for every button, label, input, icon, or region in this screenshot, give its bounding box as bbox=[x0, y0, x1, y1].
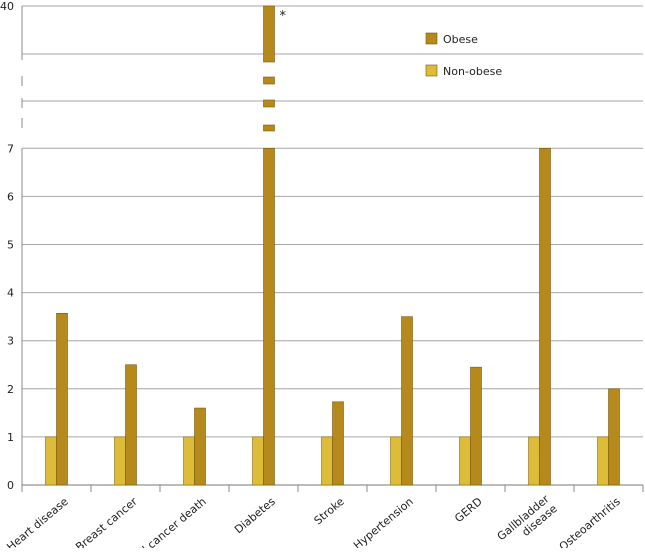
bar-obese bbox=[401, 316, 413, 486]
x-tick-label: Diabetes bbox=[232, 495, 278, 537]
legend-swatch bbox=[425, 32, 438, 45]
x-tick-label: GERD bbox=[452, 495, 485, 525]
bar-non-obese bbox=[459, 436, 471, 486]
bar-layer bbox=[45, 5, 620, 486]
bar-obese-break-segment bbox=[263, 124, 275, 132]
x-tick-label-line: Heart disease bbox=[4, 495, 71, 548]
y-tick-label: 7 bbox=[7, 142, 14, 155]
bar-obese bbox=[125, 364, 137, 486]
legend-swatch bbox=[425, 64, 438, 77]
x-tick-label-line: Hypertension bbox=[351, 495, 416, 548]
bar-obese bbox=[470, 366, 482, 486]
x-tick-label-line: All cancer death bbox=[132, 495, 209, 548]
bar-obese bbox=[608, 388, 620, 486]
y-tick-label: 4 bbox=[7, 287, 14, 300]
bar-non-obese bbox=[252, 436, 264, 486]
bar-non-obese bbox=[321, 436, 333, 486]
x-tick-label-line: Breast cancer bbox=[73, 495, 140, 548]
bar-obese bbox=[332, 401, 344, 486]
y-tick-label: 5 bbox=[7, 239, 14, 252]
bar-non-obese bbox=[114, 436, 126, 486]
x-tick-label: Osteoarthritis bbox=[557, 495, 623, 548]
bar-non-obese bbox=[183, 436, 195, 486]
legend-label: Non-obese bbox=[443, 65, 502, 78]
y-tick-label: 6 bbox=[7, 190, 14, 203]
x-tick-label: Hypertension bbox=[351, 495, 416, 548]
legend: Obese Non-obese bbox=[425, 32, 502, 78]
bar-obese bbox=[263, 148, 275, 486]
x-tick-label-line: Diabetes bbox=[232, 495, 278, 537]
x-tick-label: All cancer death bbox=[132, 495, 209, 548]
bar-non-obese bbox=[597, 436, 609, 486]
y-tick-label: 2 bbox=[7, 383, 14, 396]
x-tick-label-line: Stroke bbox=[312, 495, 347, 528]
legend-label: Obese bbox=[443, 33, 478, 46]
x-tick-label-line: GERD bbox=[452, 495, 485, 525]
x-tick-label-line: Osteoarthritis bbox=[557, 495, 623, 548]
bar-obese-break-segment bbox=[263, 99, 275, 108]
x-tick-label: Heart disease bbox=[4, 495, 71, 548]
x-tick-label: Gallbladderdisease bbox=[495, 492, 560, 548]
y-tick-label: 0 bbox=[7, 479, 14, 492]
x-tick-label: Breast cancer bbox=[73, 495, 140, 548]
bar-obese bbox=[56, 312, 68, 486]
bar-non-obese bbox=[528, 436, 540, 486]
bar-obese bbox=[539, 148, 551, 486]
y-tick-label: 40 bbox=[0, 0, 14, 13]
bar-obese-break-segment bbox=[263, 76, 275, 85]
x-tick-label: Stroke bbox=[312, 495, 347, 528]
y-tick-label: 1 bbox=[7, 431, 14, 444]
bar-obese-top-segment bbox=[263, 5, 275, 63]
annotation-asterisk: * bbox=[280, 9, 287, 24]
y-tick-label: 3 bbox=[7, 335, 14, 348]
axis-layer: 0 1 2 3 4 5 6 7 40 bbox=[0, 0, 644, 492]
bar-obese bbox=[194, 407, 206, 486]
bar-non-obese bbox=[390, 436, 402, 486]
bar-non-obese bbox=[45, 436, 57, 486]
